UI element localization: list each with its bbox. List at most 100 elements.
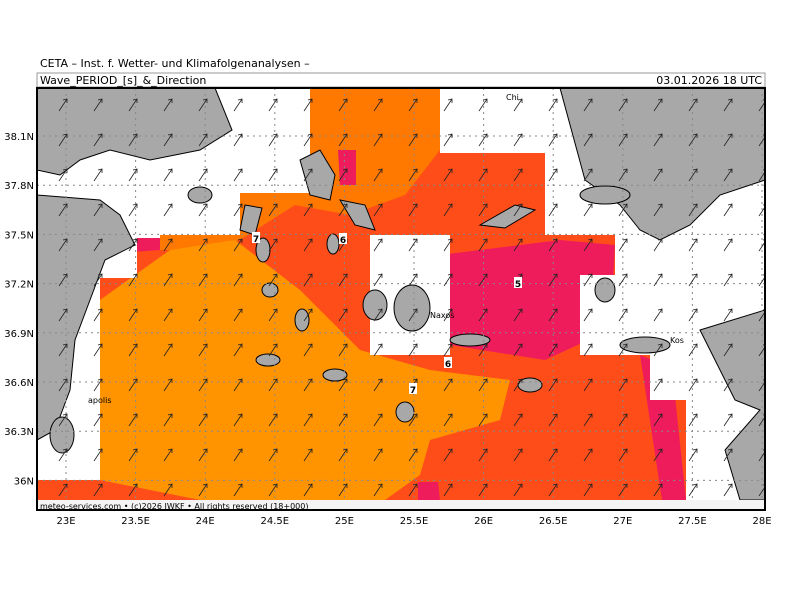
arrow-head <box>727 448 733 453</box>
arrow-head <box>657 483 663 488</box>
arrow <box>268 413 278 427</box>
arrow <box>583 133 593 147</box>
arrow <box>583 483 593 497</box>
arrow-head <box>447 238 453 243</box>
arrow-head <box>622 203 628 208</box>
arrow <box>688 308 698 322</box>
arrow-head <box>727 133 733 138</box>
arrow <box>618 168 628 182</box>
arrow-head <box>727 483 733 488</box>
arrow-head <box>237 238 243 243</box>
arrow <box>548 203 558 217</box>
arrow <box>233 168 243 182</box>
arrow <box>513 448 523 462</box>
arrow <box>443 133 453 147</box>
contour-label-bg <box>252 232 260 243</box>
arrow-head <box>657 413 663 418</box>
lon-label: 25E <box>335 516 354 527</box>
arrow <box>373 203 383 217</box>
arrow-head <box>447 98 453 103</box>
arrow-head <box>202 98 208 103</box>
lon-label: 28E <box>752 516 771 527</box>
arrow-head <box>97 378 103 383</box>
arrow-head <box>587 343 593 348</box>
arrow <box>583 203 593 217</box>
arrow-head <box>237 483 243 488</box>
arrow <box>723 448 733 462</box>
arrow-head <box>692 308 698 313</box>
arrow-head <box>307 413 313 418</box>
arrow <box>58 483 68 497</box>
arrow-head <box>727 98 733 103</box>
lat-label: 37.8N <box>4 181 34 192</box>
arrow-head <box>657 273 663 278</box>
arrow <box>163 168 173 182</box>
arrow <box>163 98 173 112</box>
arrow-head <box>132 413 138 418</box>
arrow-head <box>447 448 453 453</box>
arrow-head <box>622 308 628 313</box>
arrow <box>163 448 173 462</box>
arrow-head <box>587 168 593 173</box>
arrow <box>583 413 593 427</box>
arrow <box>268 483 278 497</box>
arrow <box>58 133 68 147</box>
arrow <box>758 101 765 112</box>
arrow <box>373 273 383 287</box>
land <box>37 88 765 501</box>
arrow-head <box>237 448 243 453</box>
arrow-head <box>657 203 663 208</box>
arrow-head <box>167 343 173 348</box>
arrow-head <box>237 98 243 103</box>
arrow-head <box>62 133 68 138</box>
arrow <box>443 448 453 462</box>
arrow-head <box>377 168 383 173</box>
arrow-head <box>272 378 278 383</box>
arrow-head <box>692 343 698 348</box>
arrow <box>163 308 173 322</box>
arrow <box>758 311 765 322</box>
arrow <box>653 343 663 357</box>
arrow-head <box>552 238 558 243</box>
arrow-head <box>62 98 68 103</box>
arrow-head <box>97 238 103 243</box>
arrow-head <box>482 203 488 208</box>
arrow-head <box>692 238 698 243</box>
arrow <box>373 238 383 252</box>
arrow <box>478 133 488 147</box>
arrow <box>688 448 698 462</box>
arrow-head <box>482 133 488 138</box>
arrow-head <box>97 308 103 313</box>
arrow <box>93 98 103 112</box>
arrow-head <box>202 343 208 348</box>
arrow-head <box>377 203 383 208</box>
arrow-head <box>62 413 68 418</box>
arrow <box>58 413 68 427</box>
arrow <box>548 168 558 182</box>
arrow-head <box>202 203 208 208</box>
arrow <box>723 98 733 112</box>
arrow-head <box>342 343 348 348</box>
arrow <box>653 273 663 287</box>
arrow <box>443 308 453 322</box>
arrow-head <box>517 448 523 453</box>
arrow <box>338 483 348 497</box>
arrow-head <box>202 133 208 138</box>
arrow-head <box>237 273 243 278</box>
arrow <box>618 483 628 497</box>
arrow-head <box>622 133 628 138</box>
parameter-label: Wave_PERIOD_[s]_&_Direction <box>40 74 206 87</box>
arrow-head <box>167 203 173 208</box>
arrow-head <box>342 308 348 313</box>
arrow-head <box>202 308 208 313</box>
arrow <box>93 238 103 252</box>
arrow-head <box>202 413 208 418</box>
arrow-head <box>657 448 663 453</box>
arrow <box>163 343 173 357</box>
arrow <box>723 483 733 497</box>
arrow-head <box>377 413 383 418</box>
arrow <box>548 308 558 322</box>
arrow <box>58 308 68 322</box>
contour-label: 6 <box>445 360 451 370</box>
